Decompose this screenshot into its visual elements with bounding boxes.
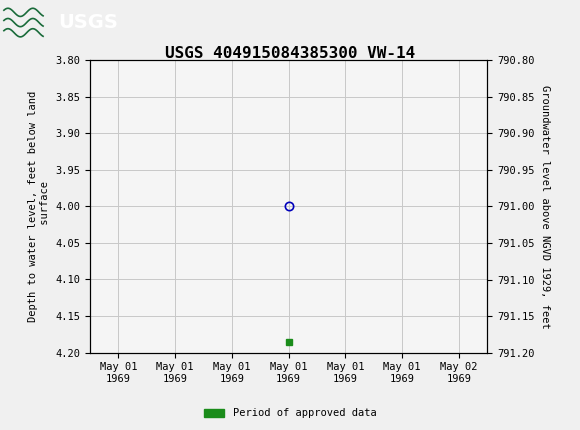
Legend: Period of approved data: Period of approved data bbox=[200, 404, 380, 423]
Y-axis label: Depth to water level, feet below land
 surface: Depth to water level, feet below land su… bbox=[28, 91, 50, 322]
Text: USGS 404915084385300 VW-14: USGS 404915084385300 VW-14 bbox=[165, 46, 415, 61]
Text: USGS: USGS bbox=[58, 13, 118, 32]
Y-axis label: Groundwater level above NGVD 1929, feet: Groundwater level above NGVD 1929, feet bbox=[540, 85, 550, 328]
